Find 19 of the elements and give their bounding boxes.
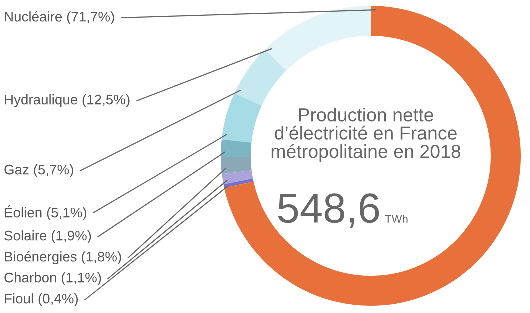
donut-slice [221,157,252,174]
slice-label: Éolien (5,1%) [5,206,87,220]
slice-label: Solaire (1,9%) [4,230,92,244]
text: TWh [385,214,408,223]
donut-slice [222,94,262,143]
donut-slice [221,140,252,158]
slice-label: Hydraulique (12,5%) [5,94,130,108]
slice-label: Bioénergies (1,8%) [5,251,122,265]
text: Production nette d’électricité en France métropolitaine en 2018 [272,108,461,162]
donut-slice [234,50,286,106]
donut-slice [224,178,254,188]
slice-label: Fioul (0,4%) [5,294,78,306]
donut-slice [222,170,254,185]
slice-label: Charbon (1,1%) [4,272,102,286]
slice-label: Nucléaire (71,7%) [5,11,114,25]
slice-label: Gaz (5,7%) [4,164,74,178]
text: 548,6 [278,194,380,228]
donut-slice [224,6,521,306]
donut-slice [265,6,371,72]
